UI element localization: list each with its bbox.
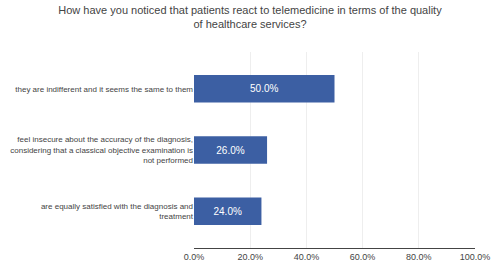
- svg-text:they are indifferent and it se: they are indifferent and it seems the sa…: [15, 85, 193, 94]
- svg-text:26.0%: 26.0%: [216, 145, 244, 156]
- svg-text:40.0%: 40.0%: [294, 252, 320, 262]
- svg-text:How have you noticed that pati: How have you noticed that patients react…: [58, 4, 442, 30]
- svg-text:are equally satisfied with the: are equally satisfied with the diagnosis…: [41, 202, 194, 221]
- svg-text:20.0%: 20.0%: [237, 252, 263, 262]
- svg-text:50.0%: 50.0%: [250, 83, 278, 94]
- svg-text:feel insecure about the accura: feel insecure about the accuracy of the …: [10, 135, 193, 165]
- svg-text:80.0%: 80.0%: [406, 252, 432, 262]
- svg-text:24.0%: 24.0%: [213, 206, 241, 217]
- svg-text:0.0%: 0.0%: [184, 252, 205, 262]
- svg-text:100.0%: 100.0%: [460, 252, 491, 262]
- svg-text:60.0%: 60.0%: [350, 252, 376, 262]
